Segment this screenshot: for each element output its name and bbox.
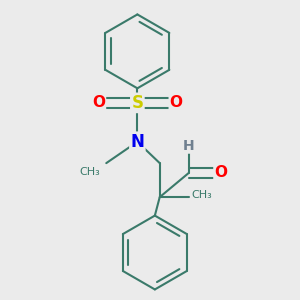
Text: O: O <box>214 165 227 180</box>
Text: H: H <box>183 139 195 153</box>
Text: S: S <box>131 94 143 112</box>
Text: O: O <box>92 95 105 110</box>
Text: O: O <box>170 95 183 110</box>
Text: N: N <box>130 133 144 151</box>
Text: CH₃: CH₃ <box>192 190 212 200</box>
Text: CH₃: CH₃ <box>80 167 101 177</box>
